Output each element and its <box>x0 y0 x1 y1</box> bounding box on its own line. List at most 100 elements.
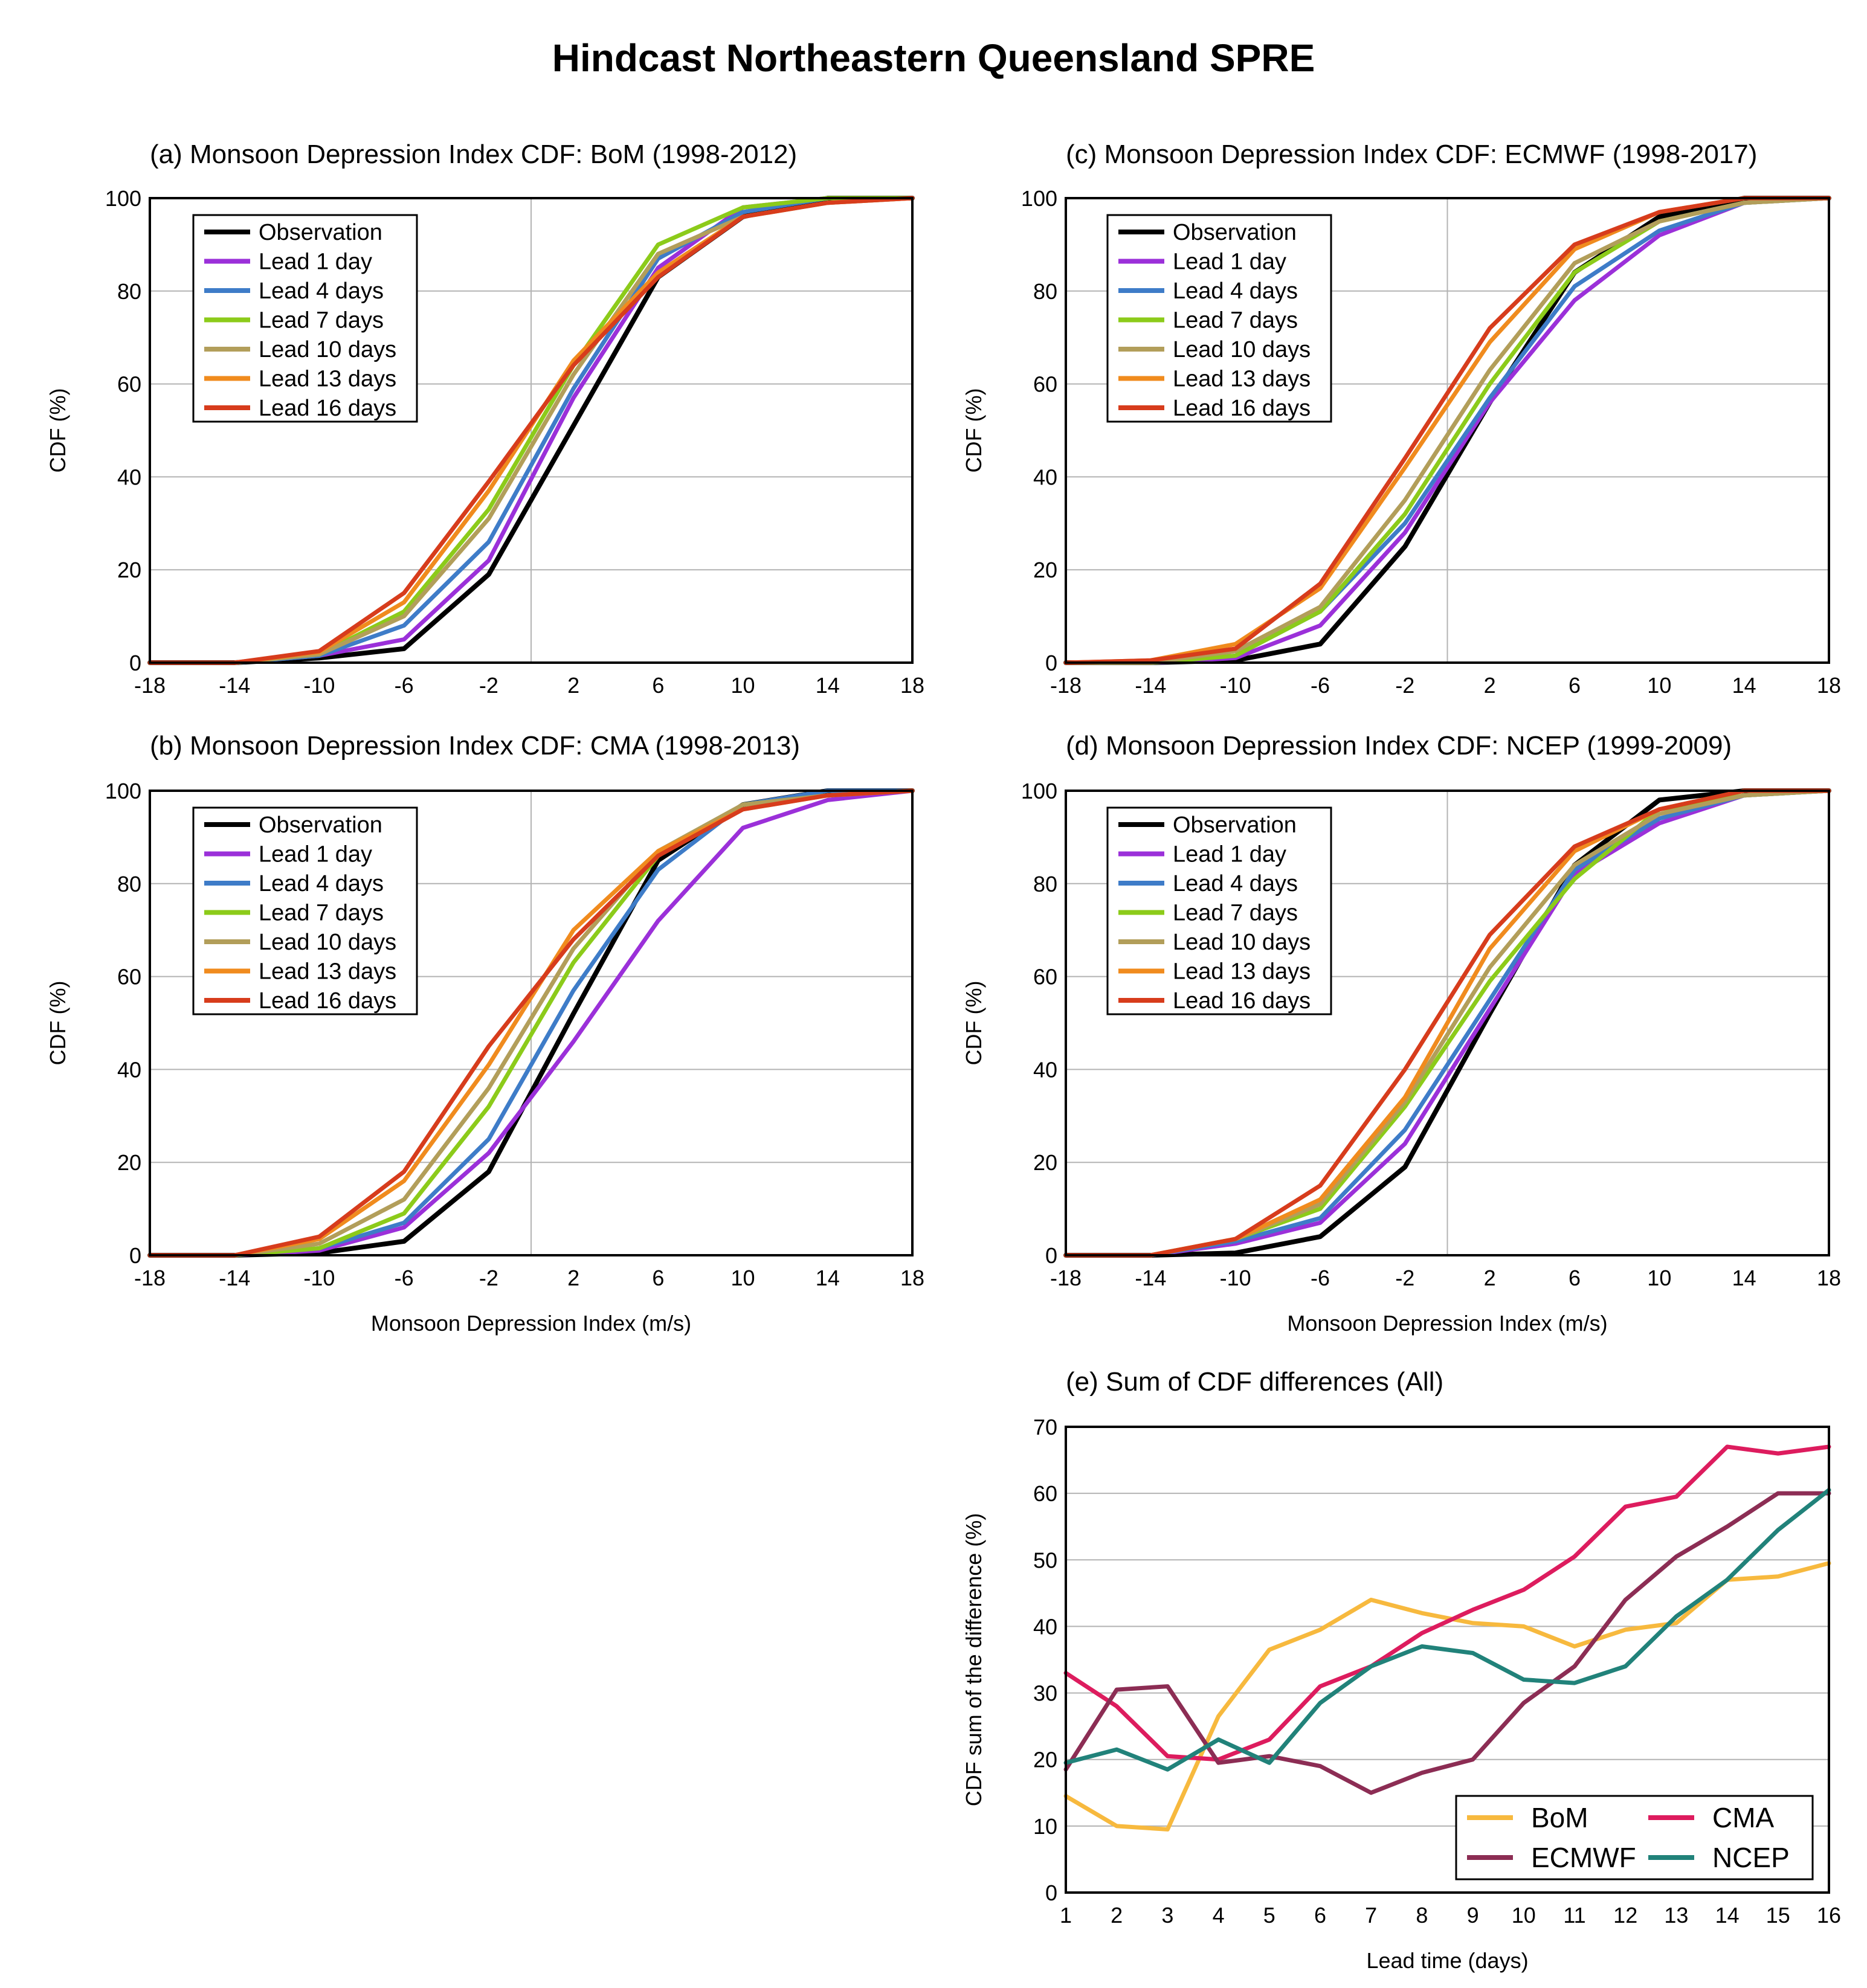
y-tick-label: 0 <box>129 1243 141 1268</box>
plot-frame <box>149 790 914 1256</box>
legend-label: Lead 4 days <box>259 871 384 896</box>
y-tick-label: 20 <box>1033 1748 1057 1772</box>
y-tick-label: 100 <box>1021 779 1057 803</box>
y-tick-label: 80 <box>1033 279 1057 304</box>
legend-label: Lead 7 days <box>259 901 384 926</box>
series-line-ecmwf <box>1063 1491 1831 1795</box>
legend-label: Observation <box>259 812 382 838</box>
series-line-lead-16-days <box>147 788 915 1258</box>
legend-label: Lead 4 days <box>259 278 384 304</box>
panel-e-cdf-difference-sum: (e) Sum of CDF differences (All) 0 10 20 30 4… <box>961 1367 1841 1973</box>
y-tick-label: 100 <box>1021 186 1057 211</box>
y-axis-label: CDF (%) <box>45 981 70 1066</box>
legend-label: Lead 10 days <box>1173 337 1311 362</box>
x-tick-label: -14 <box>1135 1266 1166 1290</box>
y-axis-label: CDF (%) <box>45 388 70 473</box>
legend-box <box>1455 1795 1814 1880</box>
x-tick-label: -2 <box>479 1266 498 1290</box>
y-tick-label: 10 <box>1033 1814 1057 1839</box>
x-tick-label: -18 <box>1050 1266 1082 1290</box>
legend-label: Lead 10 days <box>259 930 396 955</box>
y-tick-label: 20 <box>1033 558 1057 582</box>
legend-label: Lead 13 days <box>259 959 396 985</box>
x-tick-label: 18 <box>1817 1266 1841 1290</box>
legend-label: Lead 7 days <box>1173 308 1298 333</box>
x-tick-label: -18 <box>134 1266 166 1290</box>
y-tick-label: 40 <box>117 465 141 489</box>
x-tick-label: 2 <box>1484 673 1496 698</box>
x-tick-label: 7 <box>1365 1903 1377 1928</box>
y-tick-label: 40 <box>1033 465 1057 489</box>
panel-d-title: (d) Monsoon Depression Index CDF: NCEP (… <box>1066 731 1732 761</box>
legend-label: Lead 1 day <box>1173 842 1286 867</box>
y-tick-label: 50 <box>1033 1548 1057 1572</box>
y-tick-label: 0 <box>129 651 141 675</box>
plot-frame <box>1065 1426 1830 1894</box>
x-axis-label: Monsoon Depression Index (m/s) <box>1287 1311 1607 1336</box>
x-tick-label: -14 <box>1135 673 1166 698</box>
legend-label: NCEP <box>1712 1842 1790 1873</box>
x-tick-label: -18 <box>134 673 166 698</box>
series-line-lead-10-days <box>1063 196 1831 665</box>
y-tick-label: 20 <box>1033 1150 1057 1175</box>
legend-label: Observation <box>1173 812 1297 838</box>
legend-label: ECMWF <box>1531 1842 1636 1873</box>
legend-label: BoM <box>1531 1802 1588 1833</box>
x-tick-label: 2 <box>567 673 579 698</box>
legend-label: Lead 1 day <box>259 842 372 867</box>
x-tick-label: 1 <box>1060 1903 1072 1928</box>
y-tick-label: 0 <box>1045 1243 1057 1268</box>
y-tick-label: 70 <box>1033 1415 1057 1440</box>
x-tick-label: 10 <box>731 673 755 698</box>
panel-e-title: (e) Sum of CDF differences (All) <box>1066 1367 1443 1397</box>
x-tick-label: -6 <box>1311 1266 1330 1290</box>
y-tick-label: 80 <box>117 279 141 304</box>
x-tick-label: -10 <box>303 673 335 698</box>
x-tick-label: -10 <box>1220 1266 1251 1290</box>
x-tick-label: 2 <box>567 1266 579 1290</box>
x-tick-label: 2 <box>1111 1903 1123 1928</box>
x-tick-label: 16 <box>1817 1903 1841 1928</box>
x-tick-label: -6 <box>395 673 414 698</box>
y-tick-label: 100 <box>105 779 141 803</box>
y-tick-label: 60 <box>1033 372 1057 397</box>
y-tick-label: 60 <box>117 372 141 397</box>
plot-frame <box>1065 197 1830 664</box>
legend-label: Lead 7 days <box>1173 901 1298 926</box>
x-tick-label: 14 <box>1732 673 1756 698</box>
y-tick-label: 30 <box>1033 1681 1057 1706</box>
legend-label: Lead 10 days <box>1173 930 1311 955</box>
legend-label: Lead 1 day <box>259 249 372 275</box>
y-tick-label: 0 <box>1045 651 1057 675</box>
x-tick-label: 18 <box>900 1266 924 1290</box>
series-line-lead-16-days <box>147 196 915 665</box>
y-tick-label: 20 <box>117 558 141 582</box>
x-tick-label: -14 <box>219 1266 250 1290</box>
x-tick-label: 11 <box>1563 1903 1585 1928</box>
x-tick-label: -6 <box>1311 673 1330 698</box>
series-line-lead-16-days <box>1063 196 1831 665</box>
y-axis-label: CDF sum of the difference (%) <box>961 1513 986 1807</box>
series-line-cma <box>1063 1444 1831 1762</box>
x-tick-label: 18 <box>900 673 924 698</box>
y-tick-label: 60 <box>1033 1481 1057 1506</box>
series-line-ncep <box>1063 1488 1831 1772</box>
x-tick-label: 14 <box>816 673 840 698</box>
figure-title: Hindcast Northeastern Queensland SPRE <box>552 36 1315 80</box>
x-tick-label: 10 <box>1512 1903 1536 1928</box>
panel-b-cma-cdf: (b) Monsoon Depression Index CDF: CMA (1… <box>45 731 924 1336</box>
x-tick-label: -6 <box>395 1266 414 1290</box>
x-tick-label: -18 <box>1050 673 1082 698</box>
series-line-lead-16-days <box>1063 788 1831 1258</box>
legend-label: Lead 13 days <box>1173 367 1311 392</box>
x-tick-label: 5 <box>1263 1903 1275 1928</box>
x-tick-label: -10 <box>1220 673 1251 698</box>
series-line-lead-10-days <box>147 788 915 1258</box>
legend-label: Observation <box>1173 220 1297 245</box>
x-tick-label: -14 <box>219 673 250 698</box>
y-tick-label: 40 <box>117 1057 141 1082</box>
x-tick-label: 14 <box>816 1266 840 1290</box>
panel-a-title: (a) Monsoon Depression Index CDF: BoM (1… <box>150 140 797 169</box>
panel-c-ecmwf-cdf: (c) Monsoon Depression Index CDF: ECMWF … <box>961 140 1841 698</box>
